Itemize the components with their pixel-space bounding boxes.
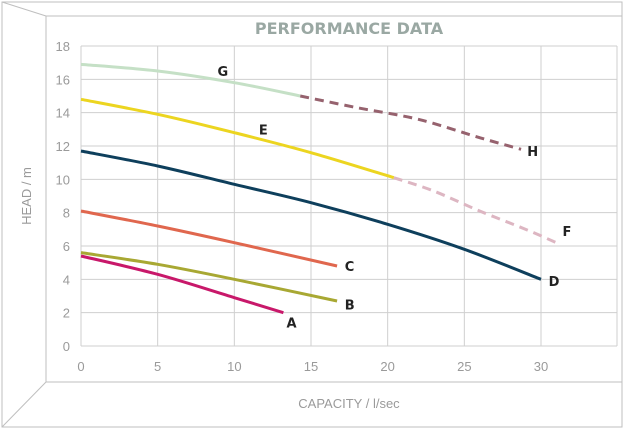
x-tick-label: 20 xyxy=(380,359,394,374)
curve-label-b: B xyxy=(345,298,355,313)
series-line-a xyxy=(80,254,284,315)
series-line-e xyxy=(80,97,395,180)
series-layer xyxy=(80,62,557,315)
y-tick-label: 10 xyxy=(56,172,70,187)
y-tick-label: 2 xyxy=(63,306,70,321)
x-tick-label: 5 xyxy=(154,359,161,374)
y-tick-label: 6 xyxy=(63,239,70,254)
x-tick-label: 25 xyxy=(457,359,471,374)
curve-label-d: D xyxy=(549,275,560,290)
y-tick-label: 8 xyxy=(63,206,70,221)
series-line-c xyxy=(80,209,338,268)
y-axis-title: HEAD / m xyxy=(19,167,34,225)
series-line-h xyxy=(299,94,522,151)
tick-labels: 0 2 4 6 8 10 12 14 16 18 0 5 10 15 20 25 30 xyxy=(56,39,549,374)
y-tick-label: 4 xyxy=(63,272,70,287)
series-line-d xyxy=(80,149,542,281)
y-tick-label: 18 xyxy=(56,39,70,54)
series-line-f xyxy=(393,176,557,245)
frame-diagonal-top xyxy=(1,1,47,17)
curve-label-g: G xyxy=(217,65,228,80)
inner-panel xyxy=(45,15,623,383)
frame-diagonal-bottom xyxy=(1,381,47,428)
y-tick-label: 0 xyxy=(63,339,70,354)
curve-label-f: F xyxy=(562,225,571,240)
y-tick-label: 14 xyxy=(56,106,70,121)
x-tick-label: 15 xyxy=(304,359,318,374)
curve-labels: A B C D E F G H xyxy=(217,65,571,332)
x-tick-label: 0 xyxy=(77,359,84,374)
x-tick-label: 10 xyxy=(227,359,241,374)
y-tick-label: 12 xyxy=(56,139,70,154)
curve-label-c: C xyxy=(345,260,355,275)
x-tick-label: 30 xyxy=(534,359,548,374)
series-line-b xyxy=(80,251,338,303)
y-tick-label: 16 xyxy=(56,72,70,87)
x-axis-title: CAPACITY / l/sec xyxy=(298,396,400,411)
curve-label-e: E xyxy=(259,123,268,138)
curve-label-a: A xyxy=(286,317,296,332)
series-line-g xyxy=(80,62,301,98)
curve-label-h: H xyxy=(527,145,538,160)
chart-title: PERFORMANCE DATA xyxy=(255,19,444,38)
